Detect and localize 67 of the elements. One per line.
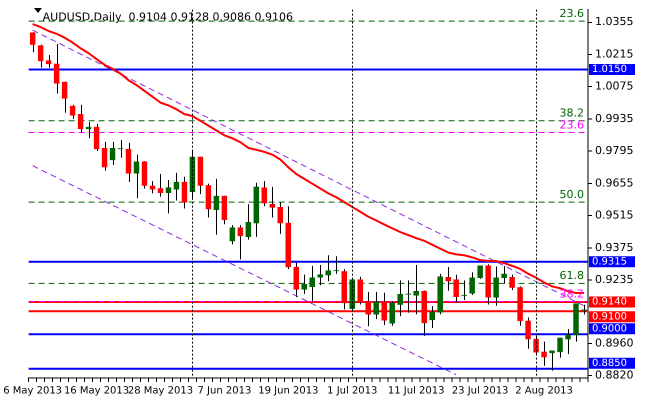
x-tick-label: 6 May 2013 (3, 386, 62, 397)
y-tick-label: 0.8960 (595, 336, 634, 350)
candlestick (38, 44, 44, 68)
x-tick-label: 16 May 2013 (64, 386, 130, 397)
candlestick (102, 141, 108, 172)
candlestick (62, 80, 68, 114)
candlestick (238, 224, 244, 260)
candlestick (445, 266, 451, 292)
ref-line-label: 0.9100 (592, 311, 627, 322)
candlestick (134, 154, 140, 199)
candlestick (222, 195, 228, 225)
x-tick-label: 1 Jul 2013 (327, 386, 378, 397)
candlestick (142, 160, 148, 190)
candlestick (206, 183, 212, 218)
x-tick-label: 11 Jul 2013 (388, 386, 444, 397)
annotation: 23.6 (560, 118, 584, 132)
candlestick (110, 141, 116, 166)
y-tick-label: 0.9795 (595, 144, 634, 158)
candlestick (262, 180, 268, 207)
candlestick (30, 32, 36, 53)
candlestick (182, 176, 188, 210)
y-tick-label: 0.9655 (595, 176, 634, 190)
candlestick (150, 180, 156, 194)
candlestick (78, 104, 84, 134)
candlestick (46, 54, 52, 68)
candlestick (70, 104, 76, 120)
candlestick (94, 124, 100, 152)
candlestick (126, 142, 132, 183)
candlestick (477, 265, 483, 280)
y-tick-label: 1.0355 (595, 15, 634, 28)
x-tick-label: 19 Jun 2013 (258, 386, 318, 397)
candlestick (565, 328, 571, 355)
candlestick (293, 262, 300, 298)
annotation: 38.2 (560, 106, 584, 120)
y-tick-label: 1.0215 (595, 47, 634, 60)
candlestick (389, 300, 396, 326)
candlestick (174, 172, 180, 201)
ref-line-label: 0.9000 (592, 323, 627, 334)
x-tick-label: 2 Aug 2013 (515, 386, 573, 397)
candlestick (54, 44, 60, 94)
x-tick-label: 7 Jun 2013 (198, 386, 252, 397)
x-tick-label: 28 May 2013 (128, 386, 194, 397)
annotation: 61.8 (560, 269, 584, 282)
candlestick (230, 224, 236, 245)
candlestick (509, 274, 515, 291)
ref-line-label: 0.9315 (592, 256, 627, 268)
candlestick (325, 254, 332, 282)
annotation: 50.0 (560, 188, 584, 201)
x-tick-label: 23 Jul 2013 (452, 386, 508, 397)
candlestick (525, 316, 531, 350)
candlestick (557, 337, 563, 358)
y-tick-label: 0.8820 (595, 368, 634, 382)
candlestick (429, 306, 436, 329)
candlestick (278, 202, 284, 234)
ref-line-label: 0.9140 (592, 296, 627, 308)
y-tick-label: 0.9515 (595, 208, 634, 222)
ref-line-label: 0.8850 (592, 358, 627, 369)
y-tick-label: 1.0075 (595, 80, 634, 93)
annotation: 23.6 (560, 6, 584, 20)
y-tick-label: 0.9375 (595, 240, 634, 254)
candlestick (373, 291, 380, 320)
chart-title: AUDUSD,Daily 0.9104 0.9128 0.9086 0.9106 (42, 10, 293, 24)
y-tick-label: 0.9235 (595, 273, 634, 286)
candlestick (158, 174, 164, 198)
ref-line-label: 1.0150 (592, 64, 627, 76)
candlestick (541, 341, 547, 366)
y-tick-label: 0.9935 (595, 112, 634, 125)
